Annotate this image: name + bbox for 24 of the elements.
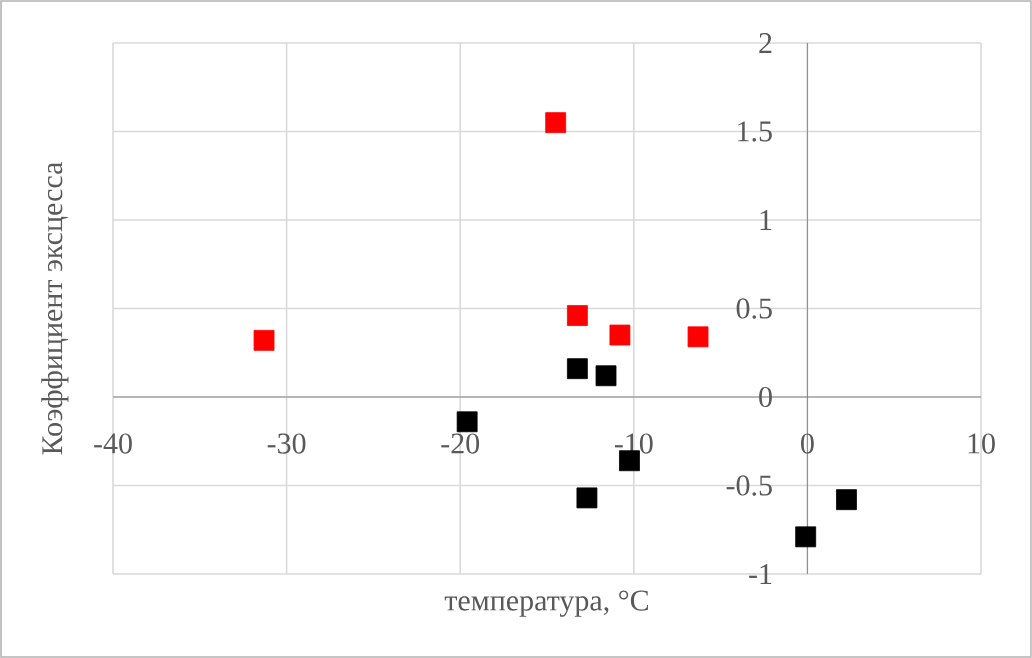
point <box>566 358 588 380</box>
point <box>836 489 857 511</box>
point <box>456 411 478 433</box>
point <box>795 526 817 548</box>
y-tick-label: 0.5 <box>736 298 772 319</box>
x-tick-label: 10 <box>968 433 995 454</box>
x-tick-label: -30 <box>267 433 306 454</box>
y-tick-label: -1 <box>749 564 772 584</box>
point <box>253 329 275 351</box>
point <box>595 365 617 387</box>
point <box>576 487 598 509</box>
x-tick-label: -20 <box>441 433 480 454</box>
y-tick-label: 1.5 <box>738 121 772 142</box>
y-tick-label: 1 <box>760 210 772 230</box>
y-axis-title: Коэффициент эксцесса <box>41 162 69 455</box>
y-tick-label: 2 <box>759 33 772 53</box>
point <box>609 324 631 346</box>
point <box>566 305 588 326</box>
x-axis-title: температура, °C <box>444 590 649 617</box>
point <box>687 326 709 348</box>
point <box>545 112 567 134</box>
y-tick-label: -0.5 <box>726 475 772 496</box>
x-tick-label: -40 <box>94 433 132 454</box>
y-tick-label: 0 <box>759 386 772 408</box>
